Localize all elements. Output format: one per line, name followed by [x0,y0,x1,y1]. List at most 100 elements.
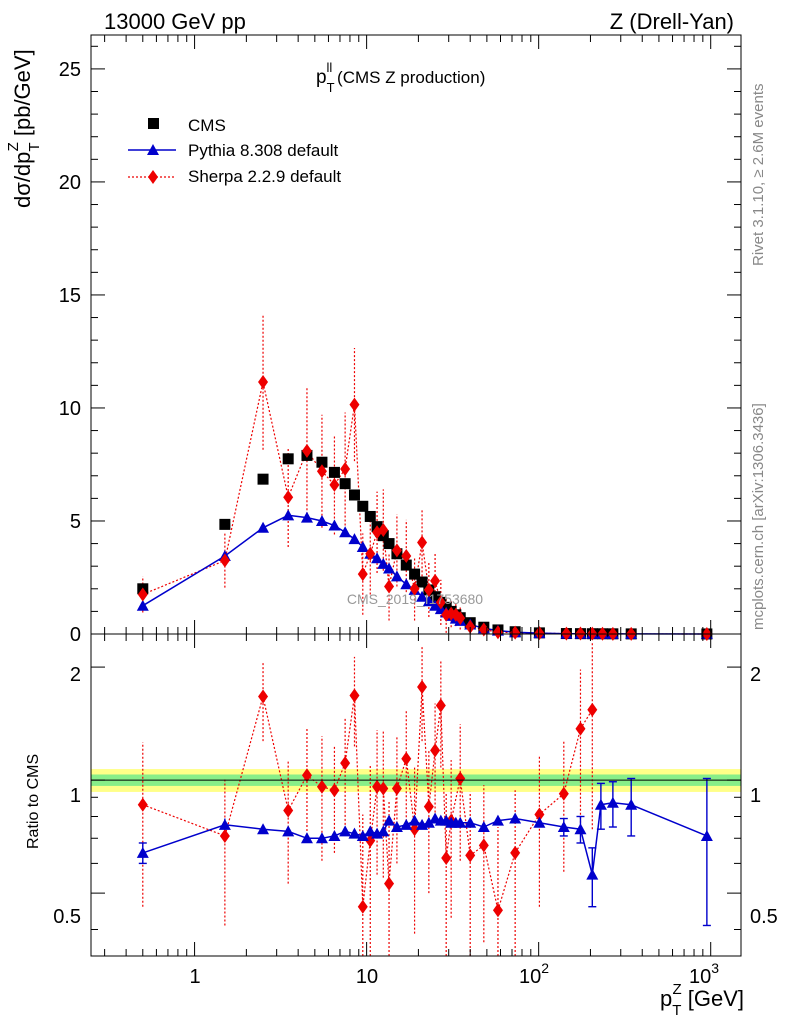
xtick-1000: 103 [689,960,719,988]
pythia-point [348,533,361,545]
sherpa-point [409,581,420,596]
pythia-point [328,519,341,531]
sherpa-point [534,626,545,641]
ratio-sherpa-point [409,822,420,837]
legend-sherpa-marker [148,170,158,184]
sherpa-point [478,622,489,637]
ratio-sherpa-point [283,803,294,818]
sherpa-point [329,477,340,492]
main-yaxis-title: dσ/dpTZ [pb/GeV] [5,49,43,208]
ratio-panel-marks [136,641,713,956]
sherpa-point [455,611,466,626]
ratio-sherpa-point [357,899,368,914]
main-ytick-25: 25 [59,59,81,81]
pythia-point [257,521,270,533]
ratio-sherpa-point [329,783,340,798]
sherpa-point [510,625,521,640]
sherpa-point [258,374,269,389]
ratio-sherpa-point [430,743,441,758]
ratio-pythia-point [700,829,713,841]
ratio-pythia-point [408,814,421,826]
ratio-pythia-point [464,816,477,828]
ratio-sherpa-point [349,688,360,703]
ratio-pythia-point [328,829,341,841]
rivet-label: Rivet 3.1.10, ≥ 2.6M events [750,84,767,267]
legend: CMS Pythia 8.308 default Sherpa 2.2.9 de… [128,116,341,186]
legend-cms-marker [148,118,159,129]
analysis-watermark: CMS_2019_I1753680 [347,591,483,607]
cms-point [364,510,376,522]
sherpa-point [435,595,446,610]
header-left: 13000 GeV pp [104,9,246,34]
sherpa-point [316,464,327,479]
sherpa-point [137,587,148,602]
ratio-ytick-right-2: 2 [750,664,761,686]
mcplots-label: mcplots.cern.ch [arXiv:1306.3436] [750,403,767,630]
cms-point [400,559,412,571]
xtick-1: 1 [189,966,200,988]
main-ytick-10: 10 [59,398,81,420]
ratio-ytick-right-0.5: 0.5 [750,906,778,928]
main-ytick-20: 20 [59,172,81,194]
cms-point [316,456,328,468]
ratio-sherpa-point [465,848,476,863]
cms-point [416,576,428,588]
ratio-sherpa-point [378,781,389,796]
cms-point [219,518,231,530]
sherpa-point [365,546,376,561]
xaxis-labels: 1 10 102 103 [189,960,719,988]
ratio-sherpa-point [401,751,412,766]
ratio-sherpa-point [417,680,428,695]
ratio-sherpa-point [423,799,434,814]
pythia-point [400,578,413,590]
ratio-pythia-point [422,816,435,828]
pythia-point [300,511,313,523]
sherpa-point [391,543,402,558]
sherpa-point [357,567,368,582]
main-yaxis-labels: 0 5 10 15 20 25 [59,59,81,646]
pythia-point [371,552,384,564]
ratio-pythia-point [533,816,546,828]
ratio-sherpa-point [558,786,569,801]
legend-pythia-label: Pythia 8.308 default [188,141,339,160]
pythia-point [282,509,295,521]
cms-point [383,538,395,550]
sherpa-point [301,443,312,458]
sherpa-point [219,553,230,568]
plot-title: pTll (CMS Z production) [316,60,485,95]
xtick-100: 102 [519,960,549,988]
pythia-point [356,540,369,552]
xtick-10: 10 [356,966,378,988]
ratio-pythia-point [477,821,490,833]
ratio-pythia-point [586,868,599,880]
pythia-line [142,514,707,635]
ratio-pythia-point [574,823,587,835]
ratio-sherpa-point [219,828,230,843]
sherpa-point [417,535,428,550]
ratio-sherpa-point [492,903,503,918]
pythia-point [429,599,442,611]
sherpa-point [283,490,294,505]
cms-point [348,489,360,501]
ratio-sherpa-line [142,686,593,911]
ratio-pythia-point [594,798,607,810]
ratio-pythia-point [509,812,522,824]
pythia-point [377,557,390,569]
ratio-pythia-point [364,825,377,837]
ratio-pythia-point [218,818,231,830]
ratio-ytick-0.5: 0.5 [53,906,81,928]
cms-point [257,473,269,485]
cms-point [282,453,294,465]
ratio-pythia-point [400,818,413,830]
cms-point [429,591,441,603]
xaxis-title: pTZ [GeV] [660,981,744,1019]
ratio-ytick-1: 1 [70,785,81,807]
ratio-sherpa-point [316,779,327,794]
legend-pythia-marker [147,144,159,155]
ratio-pythia-point [625,798,638,810]
pythia-point [136,599,149,611]
ratio-yaxis-title: Ratio to CMS [25,754,42,849]
ratio-pythia-point [390,821,403,833]
ratio-yaxis-labels: 0.5 1 2 0.5 1 2 [53,664,778,928]
